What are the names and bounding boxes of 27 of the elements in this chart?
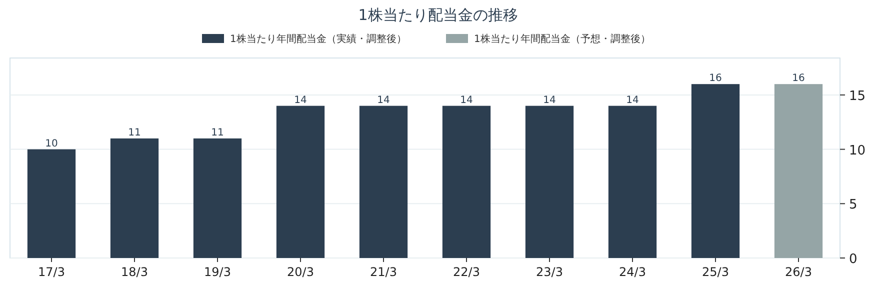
data-label: 14: [460, 94, 473, 106]
x-tick-label: 25/3: [702, 265, 729, 279]
x-tick-label: 20/3: [287, 265, 314, 279]
y-tick-label: 15: [849, 88, 866, 104]
data-label: 11: [211, 127, 224, 138]
x-tick-label: 19/3: [204, 265, 231, 279]
data-label: 16: [792, 73, 805, 84]
legend-label: 1株当たり年間配当金（予想・調整後）: [474, 33, 650, 45]
data-label: 14: [543, 94, 556, 106]
x-tick-label: 21/3: [370, 265, 397, 279]
x-tick-label: 24/3: [619, 265, 646, 279]
data-label: 16: [709, 73, 722, 84]
y-tick-label: 10: [849, 143, 866, 158]
data-label: 14: [294, 94, 307, 106]
data-label: 14: [626, 94, 639, 106]
legend-label: 1株当たり年間配当金（実績・調整後）: [230, 33, 406, 45]
x-tick-label: 18/3: [121, 265, 148, 279]
x-tick-label: 22/3: [453, 265, 480, 279]
data-label: 14: [377, 94, 390, 106]
data-label: 11: [128, 127, 141, 138]
x-tick-label: 17/3: [38, 265, 65, 279]
title: 1株当たり配当金の推移: [358, 6, 518, 24]
y-tick-label: 5: [849, 198, 858, 213]
data-label: 10: [45, 138, 58, 150]
x-tick-label: 23/3: [536, 265, 563, 279]
x-tick-label: 26/3: [785, 265, 812, 279]
y-tick-label: 0: [849, 252, 858, 267]
